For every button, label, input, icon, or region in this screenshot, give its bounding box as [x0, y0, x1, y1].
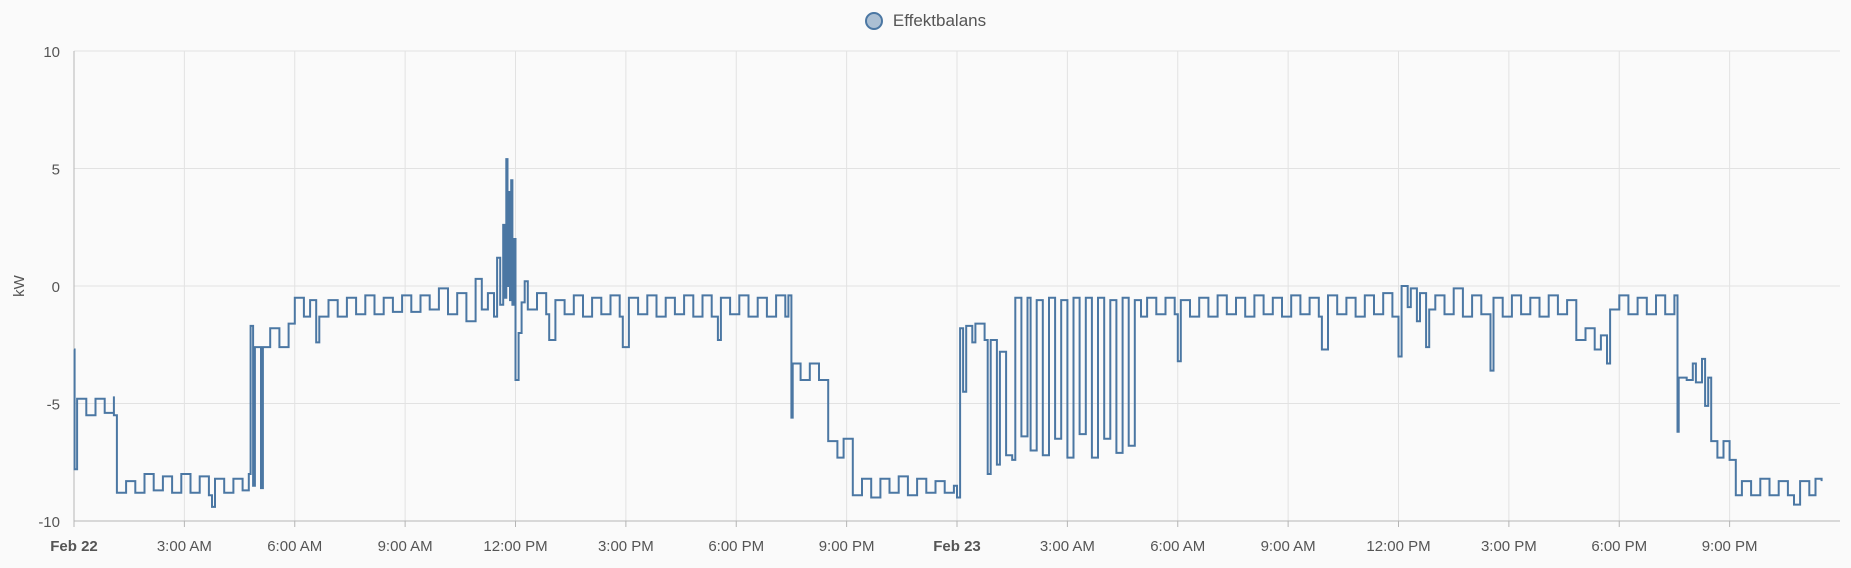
y-axis-label: kW: [11, 274, 28, 297]
x-tick-label: 6:00 AM: [267, 538, 322, 555]
x-tick-label: 12:00 PM: [483, 538, 547, 555]
y-tick-label: -10: [38, 514, 60, 531]
x-tick-label: Feb 22: [50, 538, 98, 555]
legend[interactable]: Effektbalans: [0, 0, 1851, 42]
x-tick-label: 12:00 PM: [1366, 538, 1430, 555]
y-tick-label: 10: [43, 44, 60, 61]
x-tick-label: 9:00 AM: [378, 538, 433, 555]
legend-swatch-icon[interactable]: [864, 12, 883, 30]
x-tick-label: 3:00 AM: [1040, 538, 1095, 555]
x-tick-label: 3:00 PM: [1481, 538, 1537, 555]
y-tick-label: -5: [47, 397, 60, 414]
x-tick-label: Feb 23: [933, 538, 981, 555]
x-tick-label: 9:00 PM: [819, 538, 875, 555]
x-tick-label: 9:00 AM: [1261, 538, 1316, 555]
x-tick-label: 3:00 PM: [598, 538, 654, 555]
x-tick-label: 6:00 PM: [708, 538, 764, 555]
legend-label[interactable]: Effektbalans: [892, 11, 987, 30]
series-line-effektbalans: [73, 158, 1823, 508]
y-tick-label: 5: [52, 162, 60, 179]
y-tick-label: 0: [52, 279, 60, 296]
x-tick-label: 6:00 PM: [1591, 538, 1647, 555]
x-tick-label: 6:00 AM: [1150, 538, 1205, 555]
x-tick-label: 3:00 AM: [157, 538, 212, 555]
x-tick-label: 9:00 PM: [1702, 538, 1758, 555]
